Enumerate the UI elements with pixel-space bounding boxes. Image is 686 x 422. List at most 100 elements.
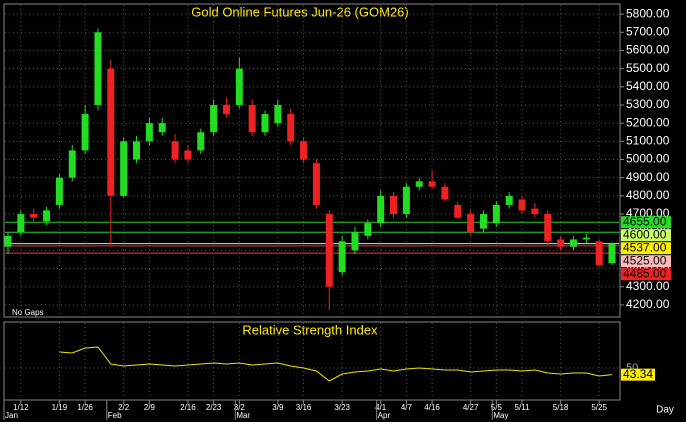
candle-body [608,243,616,264]
candle-body [4,235,12,247]
x-tick-label: 4/7 [401,403,413,412]
candle-body [531,208,539,215]
candle-body [544,214,552,242]
x-tick-label: 4/16 [424,403,440,412]
y-tick-label: 4800.00 [626,188,670,202]
level-label: 4485.00 [623,266,667,280]
month-label: Mar [236,411,250,420]
y-tick-label: 5300.00 [626,97,670,111]
rsi-title: Relative Strength Index [242,322,378,337]
level-box [621,268,671,281]
y-tick-label: 5200.00 [626,115,670,129]
candle-body [325,214,333,287]
x-tick-label: 1/19 [52,403,68,412]
candle-body [364,223,372,236]
candle-body [94,32,102,105]
candle-body [158,123,166,133]
month-label: May [493,411,508,420]
candle-body [30,214,38,218]
y-tick-label: 5800.00 [626,6,670,20]
y-tick-label: 4900.00 [626,170,670,184]
candle-body [222,104,230,115]
x-tick-label: 4/1 [375,403,387,412]
candle-body [43,210,51,222]
level-box [621,216,671,229]
candle-body [300,141,308,160]
x-tick-label: 5/11 [515,403,531,412]
candle-body [248,104,256,133]
candle-body [415,181,423,187]
rsi-value-box [621,368,655,381]
rsi-value-label: 43.34 [623,367,653,381]
chart-title: Gold Online Futures Jun-26 (GOM26) [191,4,408,19]
x-tick-label: 3/9 [272,403,284,412]
candle-body [287,114,295,142]
candle-body [441,186,449,200]
candle-body [402,186,410,215]
level-box [621,242,671,255]
candle-body [145,123,153,142]
month-label: Jan [5,411,18,420]
candle-body [107,68,115,196]
level-label: 4537.00 [623,240,667,254]
candle-body [518,199,526,211]
y-tick-label: 5100.00 [626,133,670,147]
x-tick-label: 3/23 [334,403,350,412]
candle-body [454,204,462,218]
y-tick-label: 4300.00 [626,279,670,293]
candle-body [81,114,89,151]
level-label: 4655.00 [623,214,667,228]
x-tick-label: 2/23 [206,403,222,412]
level-label: 4600.00 [623,227,667,241]
y-tick-label: 5600.00 [626,43,670,57]
y-tick-label: 4200.00 [626,297,670,311]
x-tick-label: 3/16 [296,403,312,412]
rsi-panel [3,321,621,401]
candle-body [55,177,63,205]
x-tick-label: 1/12 [13,403,29,412]
x-tick-label: 4/27 [463,403,479,412]
level-box [621,229,671,242]
candle-body [312,163,320,205]
x-axis-unit: Day [656,405,674,416]
y-tick-label: 5000.00 [626,152,670,166]
candle-body [582,237,590,240]
candle-body [261,114,269,133]
y-tick-label: 5400.00 [626,79,670,93]
y-tick-label: 5500.00 [626,61,670,75]
x-tick-label: 5/18 [553,403,569,412]
candle-body [17,214,25,233]
candle-body [428,181,436,187]
candle-body [274,104,282,124]
candle-body [595,241,603,265]
candle-body [184,150,192,160]
level-label: 4525.00 [623,253,667,267]
x-tick-label: 5/25 [591,403,607,412]
candle-body [171,141,179,160]
candle-body [120,141,128,196]
candle-body [210,104,218,133]
level-box [621,255,671,268]
x-tick-label: 1/26 [77,403,93,412]
candle-body [197,132,205,151]
candle-body [338,241,346,273]
x-tick-label: 3/2 [234,403,246,412]
x-tick-label: 2/2 [118,403,130,412]
rsi-line [59,346,613,382]
month-label: Feb [108,411,122,420]
note: No Gaps [12,308,44,317]
candle-body [235,68,243,105]
candle-body [479,214,487,229]
y-tick-label: 5700.00 [626,24,670,38]
x-tick-label: 5/5 [491,403,503,412]
candle-body [351,232,359,251]
month-label: Apr [378,411,391,420]
candle-body [505,195,513,205]
price-panel [3,3,621,318]
candle-body [492,204,500,224]
candle-body [467,214,475,233]
candle-body [68,150,76,178]
candle-body [377,195,385,224]
